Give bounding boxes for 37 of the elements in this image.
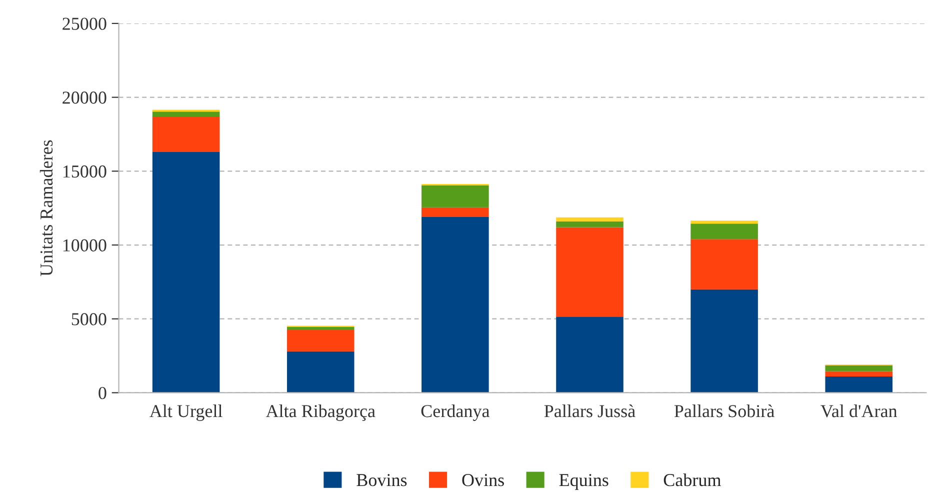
legend-label: Equins	[559, 474, 608, 490]
y-tick-label: 25000	[62, 18, 106, 30]
bar	[556, 221, 624, 228]
bar	[152, 152, 220, 393]
y-tick-label: 10000	[63, 239, 106, 252]
bar	[152, 112, 220, 117]
legend-label: Bovins	[356, 474, 407, 486]
x-tick-label: Pallars Jussà	[544, 404, 636, 418]
bar	[690, 239, 758, 290]
x-tick-label: Alt Urgell	[150, 404, 222, 421]
y-tick-label: 20000	[62, 92, 106, 104]
bar	[825, 371, 893, 376]
legend-label: Ovins	[462, 474, 504, 486]
y-tick-label: 15000	[63, 165, 106, 178]
bar	[825, 376, 893, 393]
bar	[286, 326, 354, 330]
bar	[690, 224, 758, 240]
bar	[556, 217, 624, 222]
y-axis-title: Unitats Ramaderes	[40, 140, 53, 276]
bar	[690, 289, 758, 393]
bar	[556, 227, 624, 317]
bar	[422, 216, 489, 393]
x-tick-label: Alta Ribagorça	[266, 404, 376, 421]
bar	[286, 351, 354, 393]
y-tick-label: 0	[98, 386, 106, 400]
bar	[422, 207, 489, 217]
bar	[152, 116, 220, 152]
y-tick-label: 5000	[72, 313, 106, 326]
bar	[556, 316, 624, 393]
legend-label: Cabrum	[664, 473, 721, 486]
x-tick-label: Val d'Aran	[820, 404, 898, 418]
x-tick-label: Cerdanya	[421, 404, 490, 421]
x-tick-label: Pallars Sobirà	[674, 404, 774, 418]
bar	[286, 330, 354, 352]
bar	[825, 365, 893, 372]
bar	[690, 220, 758, 224]
bar	[422, 185, 489, 208]
